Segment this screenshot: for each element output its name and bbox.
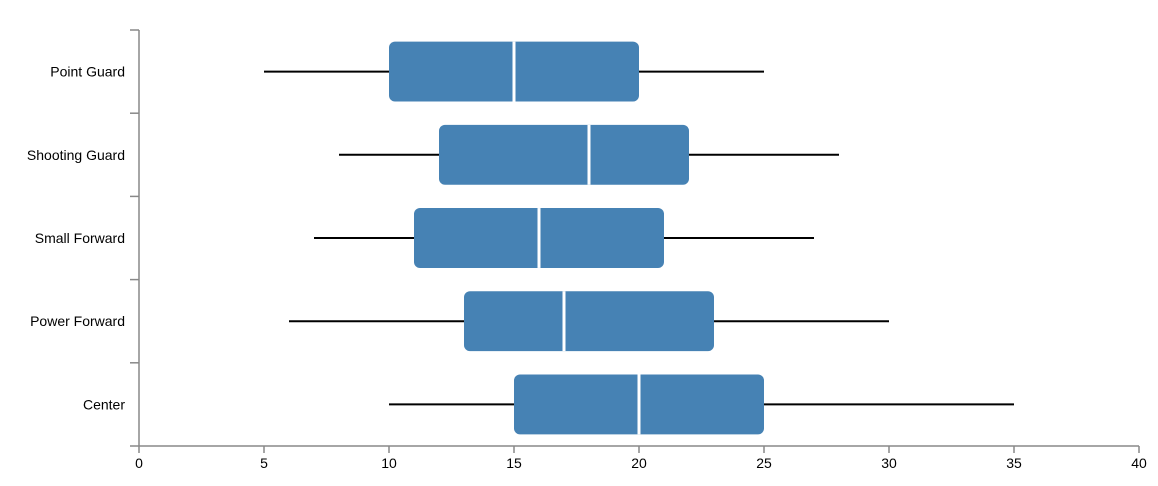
y-tick-label: Power Forward — [30, 313, 125, 329]
box-group — [314, 208, 814, 268]
box-plot-series — [264, 41, 1014, 435]
x-tick-label: 20 — [631, 455, 647, 471]
iqr-box — [464, 291, 714, 352]
y-tick-label: Shooting Guard — [27, 147, 125, 163]
box-group — [264, 41, 764, 102]
x-tick-label: 35 — [1006, 455, 1022, 471]
y-tick-label: Center — [83, 396, 125, 412]
x-tick-label: 5 — [260, 455, 268, 471]
y-axis: Point Guard Shooting Guard Small Forward Po… — [27, 29, 140, 447]
y-tick-label: Point Guard — [50, 64, 125, 80]
x-tick-label: 40 — [1131, 455, 1147, 471]
box-group — [389, 374, 1014, 435]
iqr-box — [439, 124, 689, 185]
box-group — [289, 291, 889, 352]
x-tick-label: 25 — [756, 455, 772, 471]
y-tick-label: Small Forward — [35, 230, 125, 246]
x-tick-label: 30 — [881, 455, 897, 471]
x-axis: 0 5 10 15 20 25 30 35 40 — [135, 445, 1147, 471]
x-tick-label: 10 — [381, 455, 397, 471]
x-tick-label: 0 — [135, 455, 143, 471]
x-tick-label: 15 — [506, 455, 522, 471]
box-group — [339, 124, 839, 185]
